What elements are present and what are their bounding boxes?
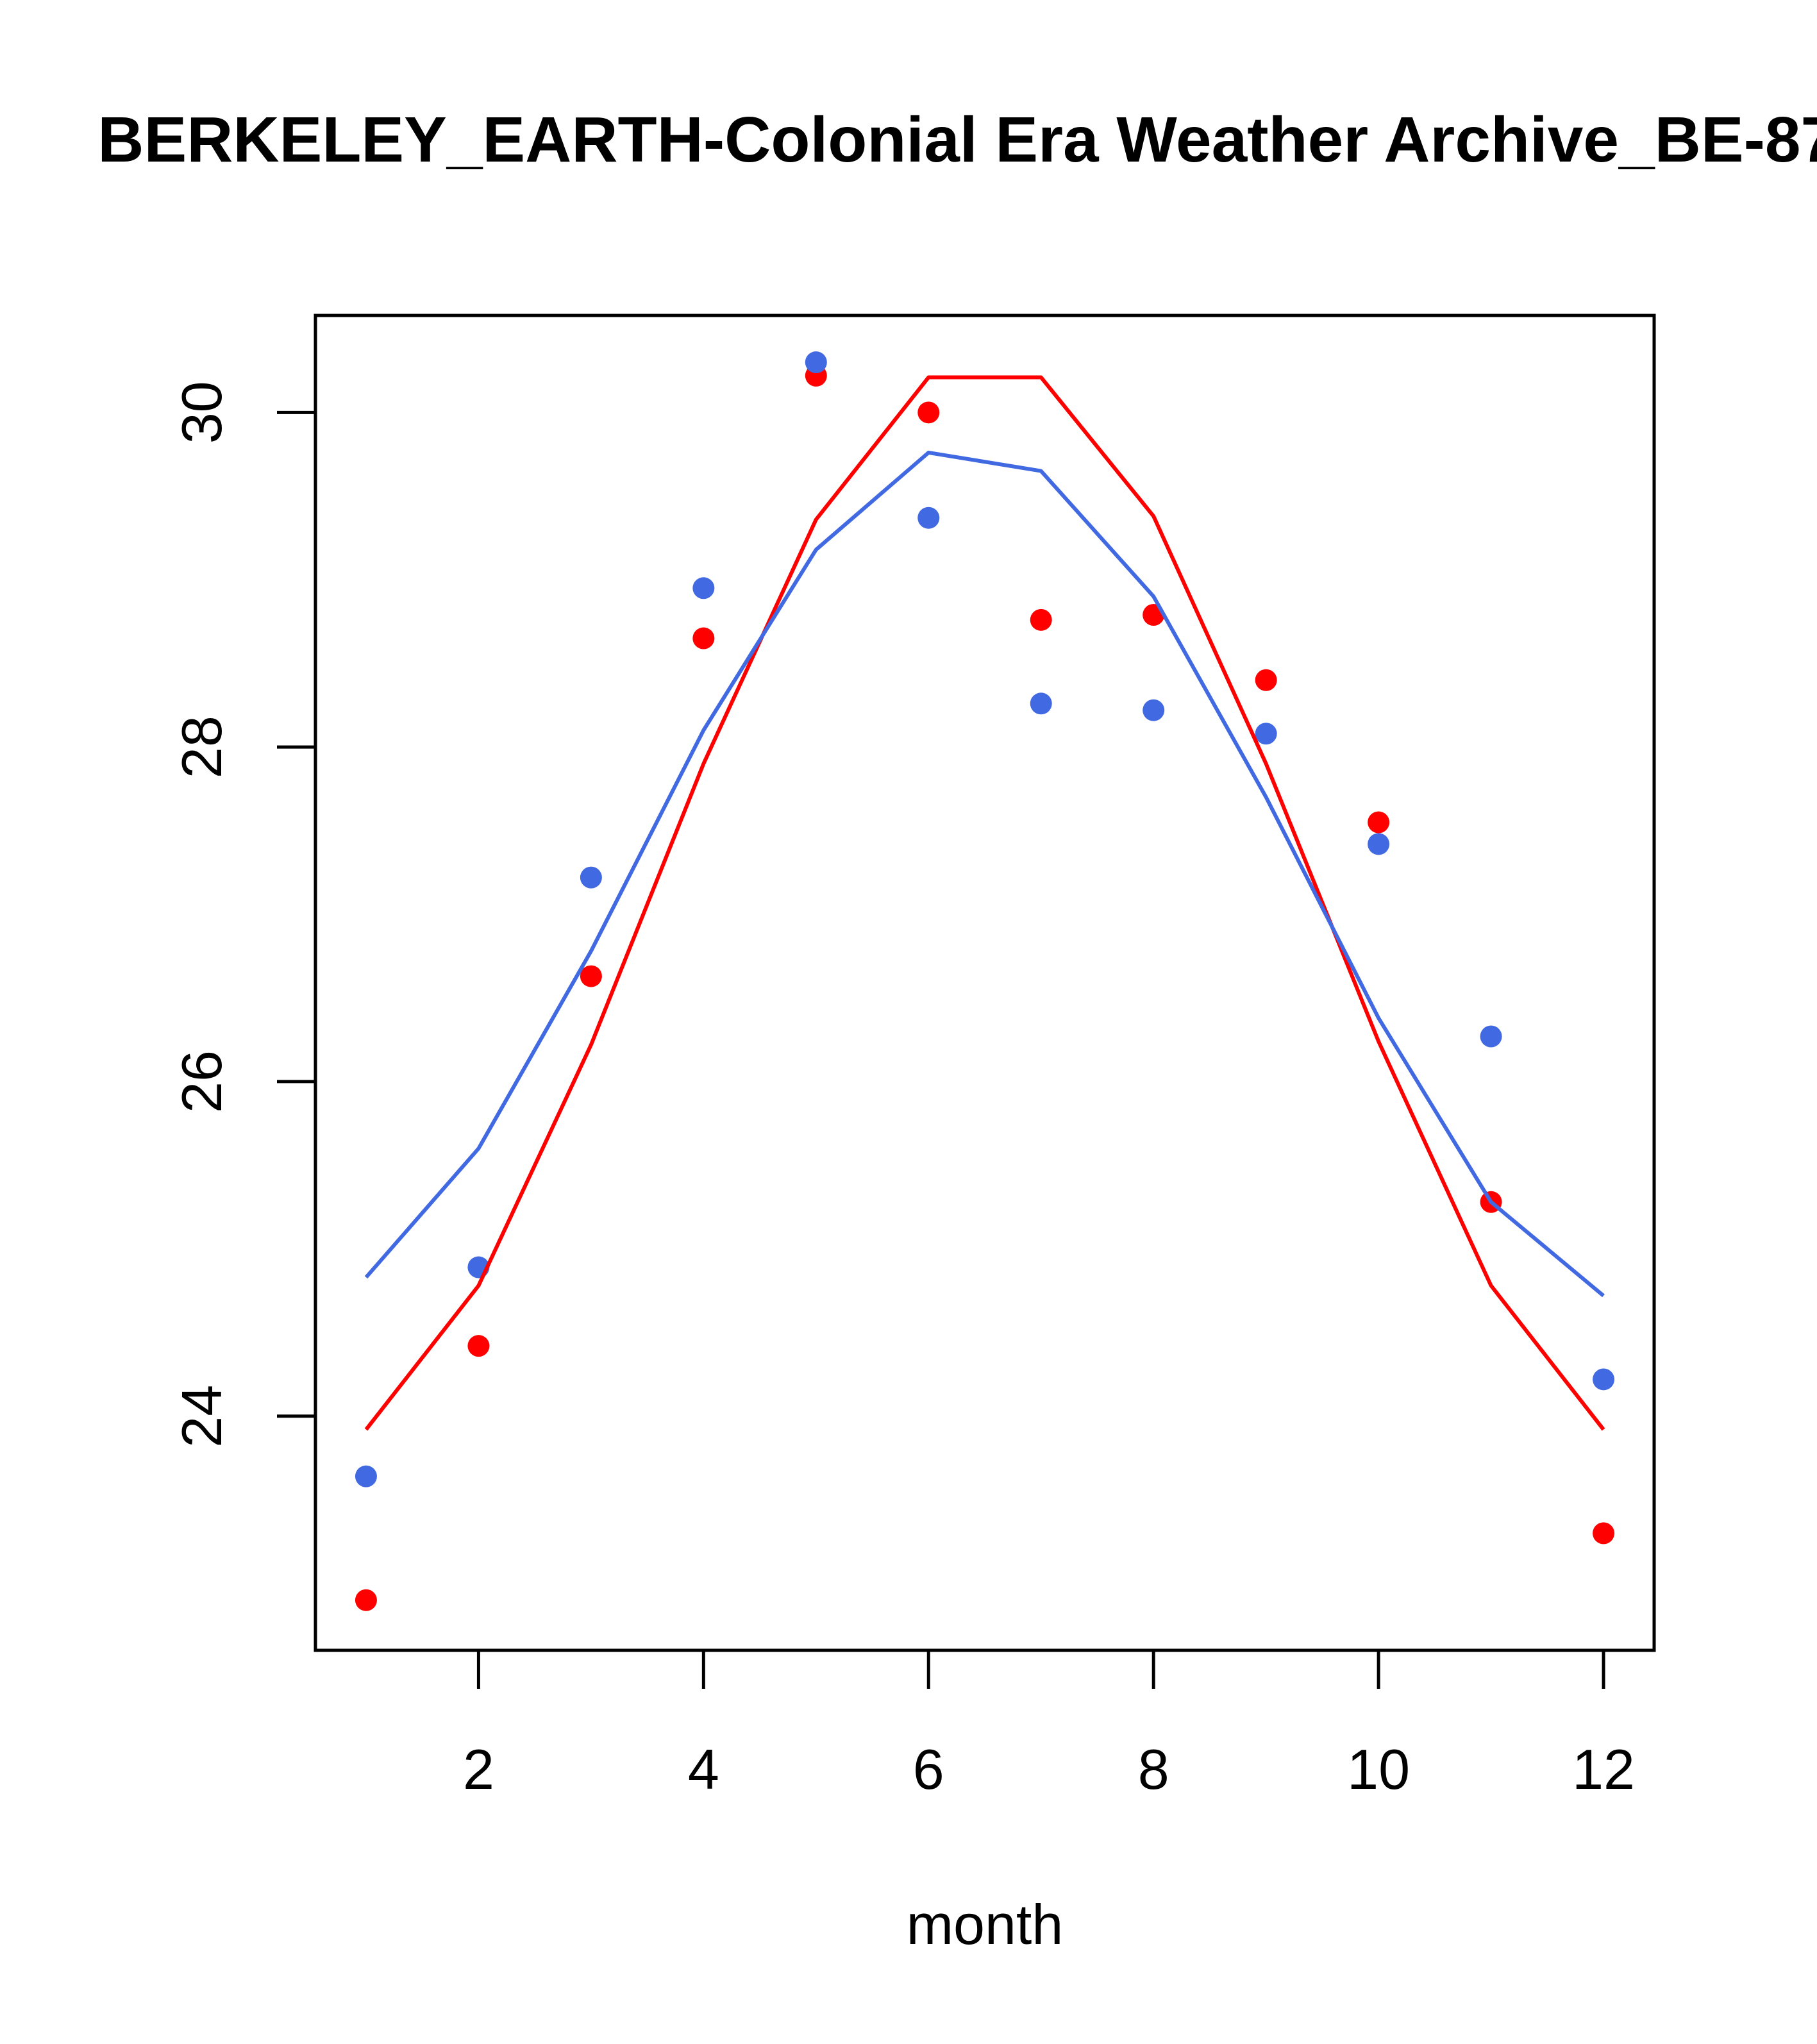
data-point-series-0-1 xyxy=(355,1589,377,1611)
data-point-series-0-6 xyxy=(917,401,940,424)
data-point-series-1-7 xyxy=(1030,692,1052,715)
chart-title: BERKELEY_EARTH-Colonial Era Weather Arch… xyxy=(97,104,1817,176)
series-line-3 xyxy=(364,450,1605,1298)
data-point-series-1-4 xyxy=(692,577,715,599)
data-point-series-1-12 xyxy=(1593,1368,1615,1391)
y-tick-label-30: 30 xyxy=(170,381,233,444)
plot-frame xyxy=(314,314,1656,1652)
data-point-series-1-6 xyxy=(917,507,940,529)
data-point-series-0-10 xyxy=(1368,811,1390,834)
x-axis: 2 4 6 8 10 12 xyxy=(463,1648,1635,1801)
data-point-series-1-10 xyxy=(1368,833,1390,855)
data-point-series-0-4 xyxy=(692,627,715,649)
data-point-series-1-3 xyxy=(580,866,602,889)
data-point-series-1-11 xyxy=(1480,1025,1502,1048)
data-point-series-1-9 xyxy=(1255,723,1277,745)
data-point-series-0-12 xyxy=(1593,1522,1615,1545)
x-tick-label-12: 12 xyxy=(1572,1738,1635,1801)
y-axis: 24 26 28 30 xyxy=(170,381,317,1448)
x-tick-label-4: 4 xyxy=(688,1738,719,1801)
x-axis-label: month xyxy=(907,1893,1064,1956)
x-tick-label-6: 6 xyxy=(913,1738,944,1801)
x-tick-label-8: 8 xyxy=(1138,1738,1169,1801)
x-tick-label-2: 2 xyxy=(463,1738,494,1801)
data-point-series-0-9 xyxy=(1255,669,1277,691)
data-point-series-0-3 xyxy=(580,965,602,987)
y-tick-label-24: 24 xyxy=(170,1385,233,1448)
x-tick-label-10: 10 xyxy=(1347,1738,1410,1801)
plot-area xyxy=(355,351,1615,1611)
data-point-series-1-1 xyxy=(355,1465,377,1487)
data-point-series-0-2 xyxy=(467,1335,490,1357)
data-point-series-0-7 xyxy=(1030,608,1052,631)
y-tick-label-26: 26 xyxy=(170,1050,233,1113)
series-line-2 xyxy=(364,375,1605,1431)
y-tick-label-28: 28 xyxy=(170,716,233,778)
data-point-series-1-8 xyxy=(1143,699,1165,721)
data-point-series-1-5 xyxy=(805,351,827,374)
